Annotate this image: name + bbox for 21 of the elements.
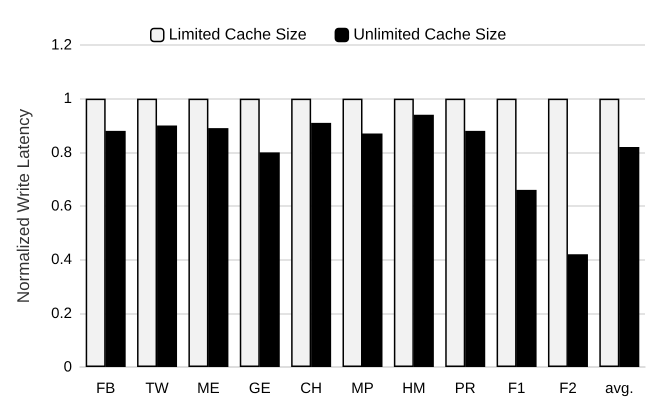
y-tick-label: 1 bbox=[64, 90, 72, 108]
x-tick-label: avg. bbox=[605, 380, 634, 397]
y-tick-label: 0.6 bbox=[51, 198, 72, 214]
y-tick-label: 0.8 bbox=[51, 144, 72, 161]
x-tick-label: HM bbox=[402, 380, 426, 397]
y-tick-label: 0.4 bbox=[51, 251, 72, 268]
x-tick-label: F2 bbox=[559, 380, 577, 397]
y-tick-label: 0 bbox=[64, 358, 72, 376]
x-tick-label: F1 bbox=[508, 380, 526, 397]
x-tick-label: MP bbox=[351, 380, 374, 397]
y-tick-label: 1.2 bbox=[51, 36, 72, 54]
y-tick-label: 0.2 bbox=[51, 304, 72, 322]
legend-label: Unlimited Cache Size bbox=[353, 26, 506, 44]
legend-label: Limited Cache Size bbox=[168, 26, 307, 44]
x-tick-label: CH bbox=[300, 380, 322, 397]
x-tick-label: PR bbox=[454, 380, 476, 397]
x-tick-label: GE bbox=[248, 380, 271, 397]
x-tick-label: TW bbox=[145, 380, 170, 397]
x-tick-label: FB bbox=[96, 380, 116, 397]
x-tick-label: ME bbox=[197, 380, 220, 397]
y-axis-title: Normalized Write Latency bbox=[14, 108, 33, 304]
